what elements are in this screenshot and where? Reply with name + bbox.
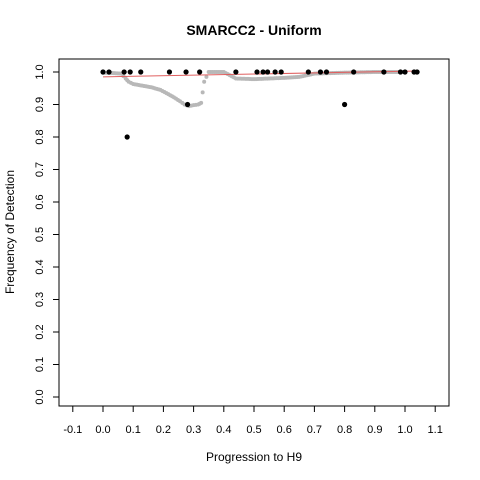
x-tick-label: 0.6 bbox=[277, 424, 292, 436]
y-tick-label: 0.0 bbox=[34, 389, 46, 404]
data-points bbox=[100, 69, 420, 140]
y-tick-label: 1.0 bbox=[34, 64, 46, 79]
x-axis: -0.1 0.0 0.1 0.2 0.3 0.4 0.5 0.6 0.7 0.8 0.9 1.0 1.1 bbox=[63, 406, 443, 436]
data-point bbox=[305, 69, 311, 75]
plot-frame bbox=[58, 58, 450, 407]
x-tick-label: 0.2 bbox=[156, 424, 171, 436]
data-point bbox=[272, 69, 278, 75]
data-point bbox=[254, 69, 260, 75]
smoothed-point bbox=[199, 100, 204, 105]
x-tick-label: 0.1 bbox=[126, 424, 141, 436]
data-point bbox=[106, 69, 112, 75]
fit-line-segment bbox=[102, 70, 418, 78]
data-point bbox=[233, 69, 239, 75]
data-point bbox=[323, 69, 330, 75]
x-axis-label: Progression to H9 bbox=[206, 450, 302, 464]
y-tick-label: 0.4 bbox=[34, 259, 46, 274]
fit-line bbox=[102, 70, 418, 78]
x-tick-label: 1.1 bbox=[428, 424, 443, 436]
data-point bbox=[351, 69, 357, 75]
x-tick-label: 0.9 bbox=[367, 424, 382, 436]
x-tick-label: 0.3 bbox=[186, 424, 201, 436]
data-point bbox=[278, 69, 284, 75]
data-point bbox=[197, 69, 203, 75]
data-point bbox=[317, 69, 324, 75]
x-tick-label: 0.5 bbox=[246, 424, 261, 436]
y-tick-label: 0.3 bbox=[34, 292, 46, 307]
data-point bbox=[124, 134, 130, 140]
y-tick-label: 0.7 bbox=[34, 162, 46, 177]
smoothed-point bbox=[204, 74, 209, 79]
x-tick-label: 1.0 bbox=[397, 424, 412, 436]
y-tick-label: 0.5 bbox=[34, 227, 46, 242]
data-point bbox=[381, 69, 387, 75]
x-tick-label: 0.8 bbox=[337, 424, 352, 436]
data-point bbox=[166, 69, 173, 75]
data-point bbox=[121, 69, 127, 75]
y-tick-label: 0.1 bbox=[34, 357, 46, 372]
y-axis-label: Frequency of Detection bbox=[3, 170, 17, 294]
x-tick-label: 0.0 bbox=[95, 424, 110, 436]
smoothed-point bbox=[200, 90, 205, 95]
x-tick-label: 0.4 bbox=[216, 424, 231, 436]
y-tick-label: 0.8 bbox=[34, 129, 46, 144]
data-point bbox=[100, 69, 106, 75]
data-point bbox=[402, 69, 408, 75]
y-tick-label: 0.9 bbox=[34, 97, 46, 112]
chart-title: SMARCC2 - Uniform bbox=[186, 22, 321, 38]
data-point bbox=[260, 69, 266, 75]
data-point bbox=[183, 69, 189, 75]
smoothed-point bbox=[202, 79, 207, 84]
y-axis: 0.0 0.1 0.2 0.3 0.4 0.5 0.6 0.7 0.8 0.9 1.0 bbox=[34, 64, 59, 405]
data-point bbox=[184, 101, 191, 108]
data-point bbox=[414, 69, 420, 75]
data-point bbox=[397, 69, 404, 75]
y-tick-label: 0.2 bbox=[34, 324, 46, 339]
x-tick-label: 0.7 bbox=[307, 424, 322, 436]
y-tick-label: 0.6 bbox=[34, 194, 46, 209]
data-point bbox=[127, 69, 133, 75]
data-point bbox=[138, 69, 144, 75]
data-point bbox=[264, 69, 271, 75]
data-point bbox=[342, 101, 348, 108]
x-tick-label: -0.1 bbox=[63, 424, 82, 436]
